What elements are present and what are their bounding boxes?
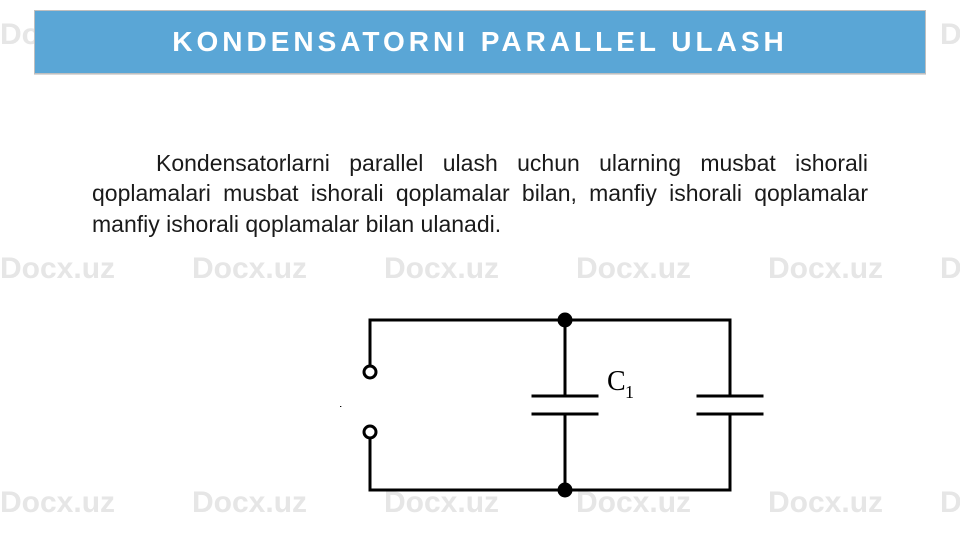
slide-title: KONDENSATORNI PARALLEL ULASH [172, 26, 788, 58]
watermark-text: Docx.uz [940, 18, 960, 52]
watermark-text: Docx.uz [940, 252, 960, 286]
watermark-text: Docx.uz [768, 486, 883, 520]
svg-text:U: U [340, 399, 342, 436]
watermark-text: Docx.uz [940, 486, 960, 520]
watermark-text: Docx.uz [192, 486, 307, 520]
watermark-text: Docx.uz [0, 252, 115, 286]
watermark-text: Docx.uz [192, 252, 307, 286]
watermark-text: Docx.uz [768, 252, 883, 286]
watermark-text: Docx.uz [576, 252, 691, 286]
body-text-content: Kondensatorlarni parallel ulash uchun ul… [92, 150, 868, 237]
slide-page: Docx.uz Docx.uz Docx.uz Docx.uz Docx.uz Docx.… [0, 0, 960, 540]
slide-header: KONDENSATORNI PARALLEL ULASH [34, 10, 926, 74]
watermark-text: Docx.uz [0, 486, 115, 520]
body-paragraph: Kondensatorlarni parallel ulash uchun ul… [92, 148, 868, 239]
watermark-text: Docx.uz [384, 252, 499, 286]
svg-text:1: 1 [625, 382, 634, 402]
svg-text:C: C [607, 366, 626, 397]
circuit-diagram: UC1C2 [340, 300, 770, 520]
